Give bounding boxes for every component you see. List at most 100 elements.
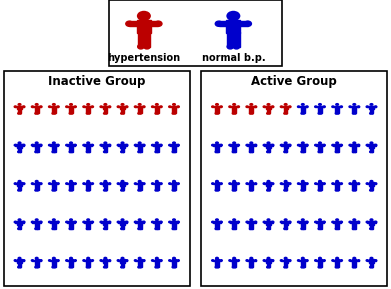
Circle shape [249, 190, 251, 191]
Circle shape [246, 144, 248, 146]
Circle shape [135, 260, 136, 261]
Bar [37, 109, 38, 113]
Circle shape [318, 151, 320, 153]
Bar [316, 144, 324, 146]
Bar [234, 225, 236, 229]
Circle shape [289, 183, 291, 184]
Circle shape [280, 106, 282, 108]
Bar [35, 259, 39, 263]
Circle shape [138, 151, 140, 153]
Circle shape [117, 144, 119, 146]
Circle shape [249, 266, 251, 268]
Bar [247, 221, 256, 223]
Bar [352, 105, 356, 109]
Circle shape [289, 221, 291, 223]
Circle shape [88, 151, 90, 153]
Circle shape [23, 144, 25, 146]
Circle shape [48, 144, 50, 146]
Bar [303, 109, 305, 113]
Circle shape [126, 21, 133, 26]
Circle shape [246, 183, 248, 184]
Circle shape [215, 228, 217, 229]
Circle shape [369, 103, 373, 106]
Circle shape [52, 103, 56, 106]
Circle shape [48, 221, 50, 223]
Bar [172, 148, 174, 152]
Bar [15, 221, 24, 223]
Circle shape [155, 21, 162, 26]
Circle shape [266, 180, 271, 183]
Circle shape [74, 144, 76, 146]
Bar [135, 144, 144, 146]
Bar [217, 109, 219, 113]
Circle shape [217, 151, 219, 153]
Circle shape [140, 228, 142, 229]
Bar [20, 263, 22, 267]
Circle shape [18, 113, 20, 114]
Circle shape [335, 257, 339, 260]
Circle shape [332, 221, 334, 223]
Circle shape [122, 151, 124, 153]
Bar [284, 186, 286, 190]
Bar [249, 148, 251, 152]
Circle shape [263, 221, 265, 223]
Circle shape [177, 144, 179, 146]
Bar [35, 263, 37, 267]
Bar [152, 260, 161, 261]
Bar [15, 260, 24, 261]
Circle shape [353, 266, 354, 268]
Circle shape [100, 260, 102, 261]
Text: hypertension: hypertension [107, 53, 181, 63]
Circle shape [100, 144, 102, 146]
Bar [219, 21, 248, 26]
Circle shape [237, 221, 239, 223]
Circle shape [323, 106, 325, 108]
Bar [104, 148, 105, 152]
Circle shape [138, 103, 142, 106]
Bar [213, 183, 221, 184]
Circle shape [332, 260, 334, 261]
Circle shape [215, 151, 217, 153]
Bar [20, 225, 22, 229]
Circle shape [69, 103, 73, 106]
Circle shape [298, 144, 300, 146]
Circle shape [104, 228, 105, 229]
Circle shape [234, 190, 236, 191]
Circle shape [86, 228, 88, 229]
Circle shape [286, 113, 287, 114]
Circle shape [232, 141, 236, 144]
Circle shape [138, 180, 142, 183]
Bar [233, 32, 240, 47]
Bar [35, 109, 37, 113]
Circle shape [18, 218, 22, 221]
Circle shape [352, 103, 356, 106]
Circle shape [249, 218, 253, 221]
Circle shape [83, 183, 85, 184]
Bar [71, 225, 73, 229]
Bar [120, 221, 125, 225]
Circle shape [246, 221, 248, 223]
Bar [282, 106, 290, 108]
Bar [52, 221, 56, 225]
Circle shape [23, 106, 25, 108]
Bar [155, 182, 159, 186]
Circle shape [234, 151, 236, 153]
Circle shape [215, 103, 219, 106]
Circle shape [35, 228, 37, 229]
Bar [335, 225, 337, 229]
Bar [335, 144, 339, 148]
Circle shape [286, 190, 287, 191]
Circle shape [35, 113, 37, 114]
Circle shape [318, 190, 320, 191]
Circle shape [37, 266, 38, 268]
Circle shape [109, 183, 111, 184]
Circle shape [215, 21, 222, 26]
Circle shape [212, 144, 214, 146]
Circle shape [172, 257, 176, 260]
Circle shape [57, 260, 59, 261]
Circle shape [369, 257, 373, 260]
Circle shape [215, 141, 219, 144]
Circle shape [266, 218, 271, 221]
Circle shape [160, 106, 162, 108]
Circle shape [88, 113, 90, 114]
